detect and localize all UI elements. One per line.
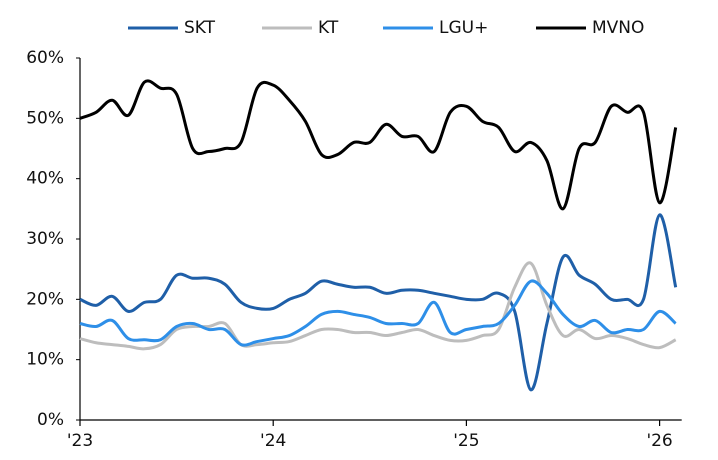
series-line: [79, 79, 678, 211]
y-tick-label: 0%: [37, 410, 64, 430]
series-line: [79, 279, 677, 347]
legend-label: SKT: [184, 18, 216, 38]
series-line: [79, 213, 678, 392]
x-tick-label: '23: [67, 431, 93, 451]
legend-label: KT: [318, 18, 339, 38]
y-tick-label: 40%: [26, 169, 64, 189]
series-line: [79, 261, 677, 351]
x-tick-label: '24: [260, 431, 286, 451]
x-tick-label: '26: [646, 431, 672, 451]
y-tick-label: 50%: [26, 108, 64, 128]
x-tick-label: '25: [453, 431, 479, 451]
legend-label: LGU+: [439, 18, 488, 38]
y-tick-label: 20%: [26, 289, 64, 309]
y-tick-label: 10%: [26, 350, 64, 370]
y-tick-label: 60%: [26, 48, 64, 68]
y-tick-label: 30%: [26, 229, 64, 249]
legend-label: MVNO: [592, 18, 644, 38]
